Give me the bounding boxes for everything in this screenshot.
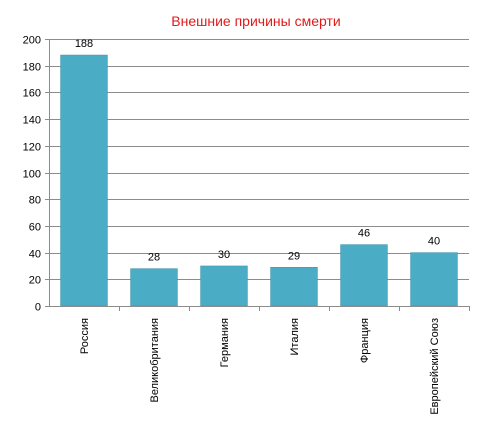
data-label: 40 [428, 236, 440, 248]
bar [200, 265, 248, 307]
bar [410, 252, 458, 307]
y-tick-label: 120 [23, 142, 41, 154]
gridlines [49, 39, 469, 280]
x-tick-label: Франция [359, 318, 371, 363]
data-label: 30 [218, 249, 230, 261]
bar [340, 244, 388, 307]
x-tick-label: Великобритания [149, 318, 161, 403]
y-tick-label: 160 [23, 88, 41, 100]
x-tick-label: Германия [219, 318, 231, 367]
y-tick-label: 180 [23, 62, 41, 74]
bar [130, 268, 178, 307]
y-tick-label: 200 [23, 35, 41, 47]
data-label: 29 [288, 250, 300, 262]
x-tick-label: Италия [289, 318, 301, 356]
y-tick-labels: 0 20 40 60 80 100 120 140 160 180 200 [23, 35, 41, 314]
y-tick-label: 60 [29, 222, 41, 234]
chart-title: Внешние причины смерти [171, 13, 340, 29]
data-label: 188 [75, 38, 93, 50]
data-label: 46 [358, 228, 370, 240]
bar [270, 267, 318, 307]
bar [60, 54, 108, 307]
y-tick-label: 140 [23, 115, 41, 127]
x-tick-label: Европейский Союз [429, 318, 441, 415]
y-tick-label: 40 [29, 249, 41, 261]
data-labels: 188 28 30 29 46 40 [75, 38, 440, 264]
data-label: 28 [148, 252, 160, 264]
axes [45, 39, 470, 311]
x-tick-label: Россия [79, 318, 91, 354]
y-tick-label: 80 [29, 195, 41, 207]
y-tick-label: 0 [35, 302, 41, 314]
x-tick-labels: Россия Великобритания Германия Италия Франци… [79, 318, 441, 415]
y-tick-label: 100 [23, 169, 41, 181]
y-tick-label: 20 [29, 275, 41, 287]
